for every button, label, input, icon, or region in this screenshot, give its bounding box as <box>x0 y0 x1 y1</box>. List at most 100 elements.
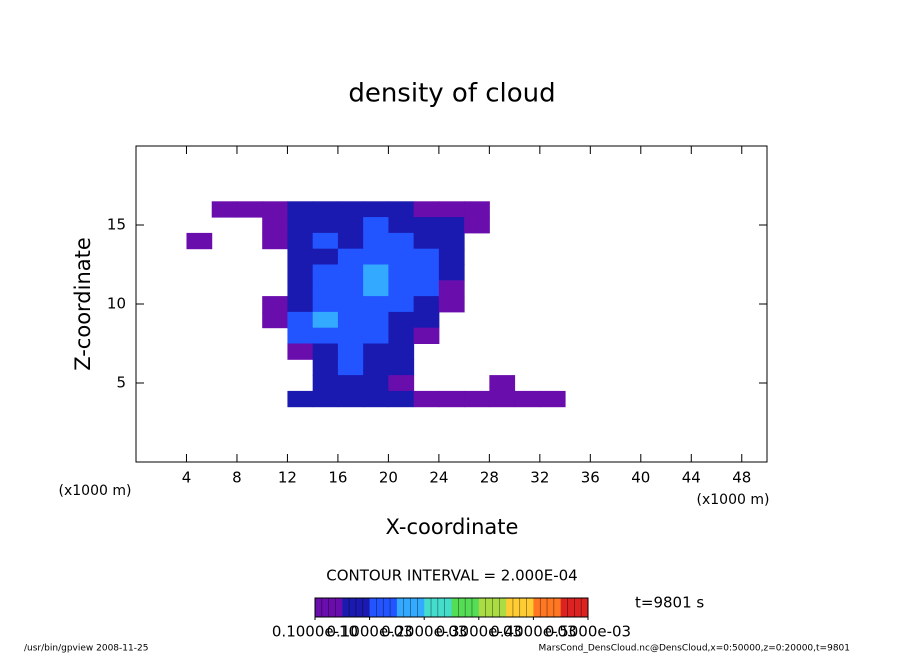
contour-cell <box>413 280 440 297</box>
x-tick-label: 36 <box>581 469 600 487</box>
contour-cell <box>363 248 389 265</box>
footer-left: /usr/bin/gpview 2008-11-25 <box>24 644 148 654</box>
y-tick-label: 10 <box>107 295 126 313</box>
contour-cell <box>438 217 465 234</box>
contour-cell <box>464 217 490 234</box>
contour-cell <box>413 201 440 218</box>
contour-cell <box>388 359 415 376</box>
colorbar-tick-label: 0.3000e-03 <box>436 623 522 641</box>
contour-cell <box>262 311 288 329</box>
contour-cell <box>287 217 314 234</box>
contour-cell <box>388 217 415 234</box>
contour-cell <box>413 217 440 234</box>
contour-cell <box>287 248 314 265</box>
contour-cell <box>363 375 389 392</box>
contour-cell <box>413 248 440 265</box>
contour-cell <box>413 232 440 250</box>
contour-cell <box>363 280 389 297</box>
contour-cell <box>388 201 415 218</box>
contour-cell <box>262 217 288 234</box>
contour-cell <box>388 343 415 360</box>
contour-cell <box>312 311 339 329</box>
contour-cell <box>236 201 263 218</box>
contour-cell <box>337 232 364 250</box>
contour-cell <box>312 327 339 344</box>
contour-cell <box>211 201 238 218</box>
x-tick-label: 40 <box>631 469 650 487</box>
contour-cell <box>363 217 389 234</box>
contour-cell <box>413 327 440 344</box>
contour-cell <box>363 232 389 250</box>
contour-cell <box>287 280 314 297</box>
contour-cell <box>287 296 314 313</box>
y-unit: (x1000 m) <box>59 483 132 499</box>
contour-cell <box>312 201 339 218</box>
x-tick-label: 32 <box>530 469 549 487</box>
contour-cell <box>413 296 440 313</box>
contour-cell <box>312 248 339 265</box>
contour-cell <box>388 390 415 408</box>
contour-cell <box>287 327 314 344</box>
x-tick-label: 48 <box>732 469 751 487</box>
x-tick-label: 4 <box>182 469 192 487</box>
contour-cell <box>262 201 288 218</box>
contour-cell <box>388 311 415 329</box>
contour-cell <box>388 264 415 281</box>
contour-cell <box>337 375 364 392</box>
contour-cell <box>312 296 339 313</box>
x-tick-label: 16 <box>328 469 347 487</box>
contour-cell <box>464 201 490 218</box>
contour-cell <box>388 296 415 313</box>
contour-cell <box>287 390 314 408</box>
contour-cell <box>363 296 389 313</box>
contour-cell <box>438 248 465 265</box>
contour-cell <box>438 390 465 408</box>
contour-cell <box>287 343 314 360</box>
contour-cell <box>388 232 415 250</box>
contour-cell <box>262 232 288 250</box>
contour-cell <box>413 264 440 281</box>
contour-cell <box>489 375 516 392</box>
contour-cell <box>312 232 339 250</box>
contour-cell <box>337 343 364 360</box>
x-tick-label: 28 <box>480 469 499 487</box>
contour-cell <box>337 311 364 329</box>
contour-cell <box>337 264 364 281</box>
contour-cell <box>337 327 364 344</box>
contour-cell <box>363 359 389 376</box>
contour-cell <box>337 201 364 218</box>
contour-cell <box>464 390 490 408</box>
contour-cell <box>388 248 415 265</box>
contour-cell <box>363 390 389 408</box>
x-tick-label: 8 <box>232 469 242 487</box>
y-tick-label: 15 <box>107 216 126 234</box>
contour-cell <box>363 327 389 344</box>
chart-title: density of cloud <box>348 79 555 109</box>
contour-cell <box>312 217 339 234</box>
contour-cell <box>363 311 389 329</box>
contour-cell <box>337 359 364 376</box>
contour-interval: CONTOUR INTERVAL = 2.000E-04 <box>326 567 577 585</box>
contour-cell <box>363 201 389 218</box>
footer-right: MarsCond_DensCloud.nc@DensCloud,x=0:5000… <box>539 644 851 654</box>
y-tick-label: 5 <box>116 374 126 392</box>
x-axis-label: X-coordinate <box>386 515 519 539</box>
time-label: t=9801 s <box>635 594 704 612</box>
x-tick-label: 44 <box>682 469 701 487</box>
contour-cell <box>262 296 288 313</box>
contour-cell <box>337 248 364 265</box>
contour-cell <box>312 359 339 376</box>
contour-cell <box>312 343 339 360</box>
contour-cell <box>514 390 541 408</box>
contour-cell <box>312 390 339 408</box>
contour-cell <box>337 296 364 313</box>
contour-cell <box>413 311 440 329</box>
contour-cell <box>438 264 465 281</box>
contour-cell <box>337 280 364 297</box>
colorbar-tick-label: 0.1000e-10 <box>272 623 358 641</box>
contour-cell <box>312 264 339 281</box>
x-tick-label: 24 <box>429 469 448 487</box>
contour-cell <box>438 280 465 297</box>
contour-cell <box>438 296 465 313</box>
